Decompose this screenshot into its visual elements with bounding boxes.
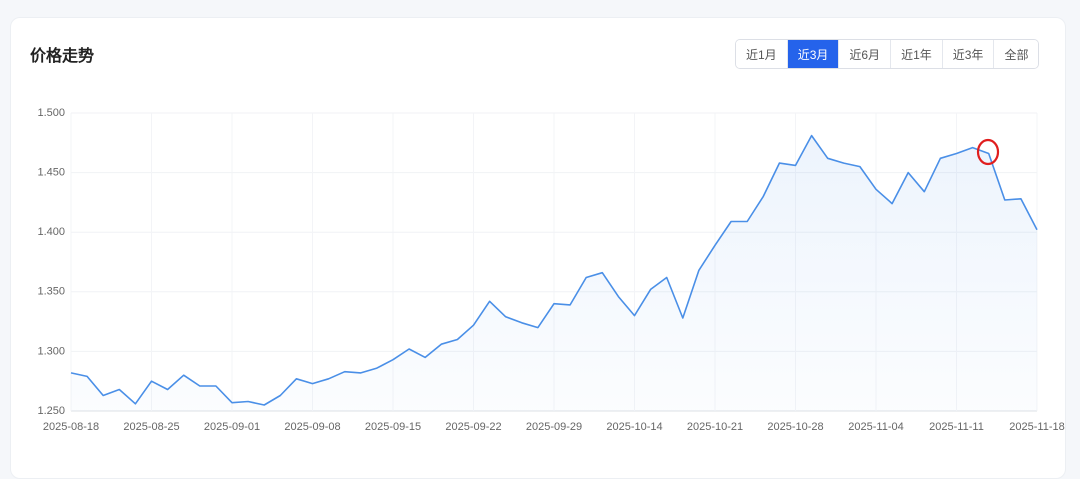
range-selector: 近1月 近3月 近6月 近1年 近3年 全部 bbox=[735, 39, 1040, 69]
page: {"header": {"title": "价格走势", "ranges": [… bbox=[10, 17, 1066, 479]
y-tick-label: 1.350 bbox=[37, 286, 65, 298]
range-button[interactable]: 近3年 bbox=[942, 40, 995, 68]
x-tick-label: 2025-10-28 bbox=[767, 421, 823, 433]
area bbox=[71, 135, 1037, 411]
x-tick-label: 2025-09-15 bbox=[365, 421, 421, 433]
x-tick-label: 2025-09-22 bbox=[445, 421, 501, 433]
x-tick-label: 2025-08-18 bbox=[43, 421, 99, 433]
range-button[interactable]: 近6月 bbox=[839, 40, 892, 68]
x-tick-label: 2025-11-18 bbox=[1009, 421, 1064, 433]
highlight-circle bbox=[976, 138, 1000, 166]
range-button[interactable]: 近1月 bbox=[736, 40, 788, 68]
x-tick-label: 2025-09-29 bbox=[526, 421, 582, 433]
x-tick-label: 2025-09-01 bbox=[204, 421, 260, 433]
card-title: 价格走势 bbox=[30, 48, 95, 65]
chart: 1.250 1.300 1.350 1.400 1.450 1.500 2025-08-18… bbox=[37, 107, 1064, 433]
x-tick-label: 2025-11-11 bbox=[929, 421, 984, 433]
range-button[interactable]: 近1年 bbox=[891, 40, 943, 68]
x-tick-label: 2025-10-14 bbox=[606, 421, 662, 433]
x-tick-label: 2025-09-08 bbox=[284, 421, 340, 433]
range-button[interactable]: 近3月 bbox=[787, 40, 840, 68]
y-tick-label: 1.500 bbox=[37, 107, 65, 119]
y-tick-label: 1.250 bbox=[37, 405, 65, 417]
y-tick-label: 1.400 bbox=[37, 226, 65, 238]
x-tick-label: 2025-10-21 bbox=[687, 421, 743, 433]
price-line bbox=[70, 134, 1038, 406]
y-tick-label: 1.300 bbox=[37, 345, 65, 357]
x-tick-label: 2025-08-25 bbox=[123, 421, 179, 433]
y-tick-label: 1.450 bbox=[37, 167, 65, 179]
x-tick-label: 2025-11-04 bbox=[848, 421, 903, 433]
range-button[interactable]: 全部 bbox=[994, 40, 1039, 68]
